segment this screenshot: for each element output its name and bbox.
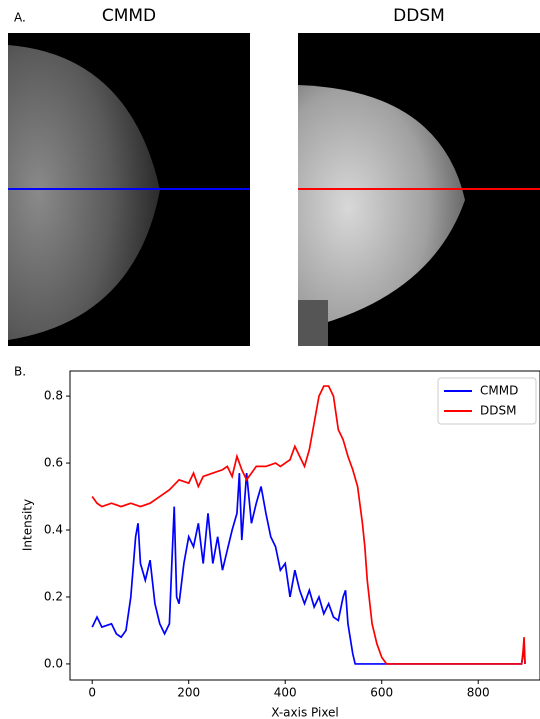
legend-label: CMMD	[480, 384, 518, 398]
x-tick-label: 400	[274, 686, 297, 700]
legend-label: DDSM	[480, 404, 516, 418]
x-tick-label: 800	[467, 686, 490, 700]
y-tick-label: 0.2	[44, 589, 63, 603]
y-tick-label: 0.8	[44, 389, 63, 403]
figure: A. CMMD DDSM B. X-axis Pixel Intensity 0…	[0, 0, 540, 719]
y-tick-label: 0.6	[44, 456, 63, 470]
image-title: DDSM	[393, 6, 445, 26]
x-tick-label: 0	[88, 686, 96, 700]
x-tick-label: 600	[370, 686, 393, 700]
panel-label: A.	[14, 11, 26, 25]
data-line	[92, 473, 525, 664]
y-axis-label: Intensity	[21, 499, 35, 551]
data-line	[92, 386, 525, 664]
x-axis-label: X-axis Pixel	[271, 706, 339, 719]
x-tick-label: 200	[177, 686, 200, 700]
panel-label: B.	[14, 365, 26, 379]
y-tick-label: 0.4	[44, 523, 63, 537]
y-tick-label: 0.0	[44, 656, 63, 670]
image-title: CMMD	[102, 6, 156, 26]
